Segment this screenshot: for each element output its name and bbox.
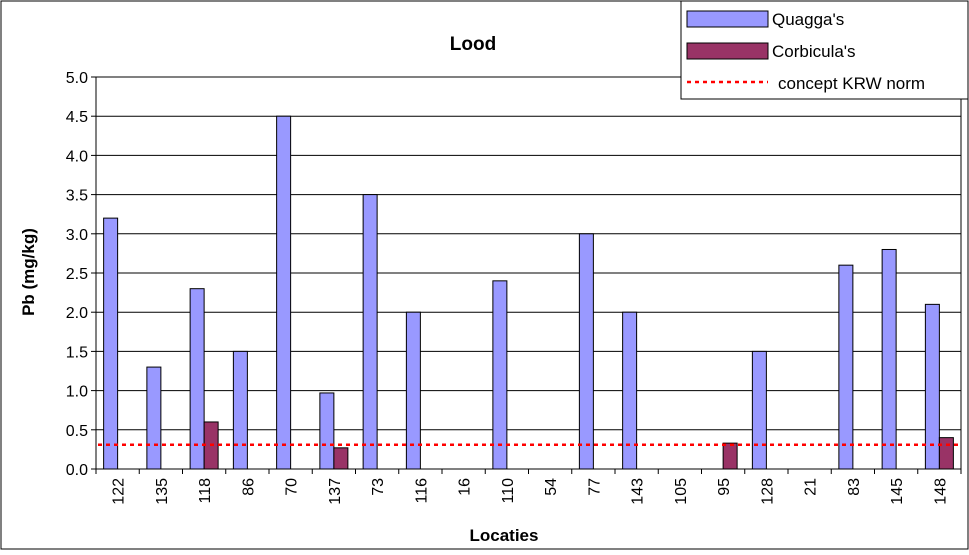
y-tick-label: 3.5: [66, 188, 88, 205]
y-tick-label: 0.0: [66, 462, 88, 479]
bar-corbicula-148: [938, 437, 954, 470]
x-tick-label-105: 105: [673, 478, 690, 505]
x-tick-label-148: 148: [932, 478, 949, 505]
bar-quagga-145: [881, 248, 897, 470]
bar-quagga-86: [232, 350, 248, 470]
y-tick-label: 2.0: [66, 305, 88, 322]
y-tick-label: 0.5: [66, 423, 88, 440]
bar-quagga-135: [146, 366, 162, 470]
bar-quagga-118: [189, 288, 205, 470]
x-tick-label-77: 77: [586, 478, 603, 496]
legend-label-quagga: Quagga's: [772, 10, 844, 29]
legend-swatch-quagga: [686, 10, 769, 28]
bar-quagga-73: [362, 194, 378, 470]
x-tick-label-54: 54: [543, 478, 560, 496]
x-tick-label-137: 137: [327, 478, 344, 505]
bar-quagga-70: [276, 115, 292, 470]
x-tick-label-143: 143: [630, 478, 647, 505]
legend: Quagga's Corbicula's concept KRW norm: [680, 0, 969, 100]
x-axis-label: Locaties: [470, 526, 539, 545]
x-tick-label-21: 21: [803, 478, 820, 496]
y-tick-label: 3.0: [66, 227, 88, 244]
x-tick-label-116: 116: [413, 478, 430, 504]
y-tick-label: 5.0: [66, 70, 88, 87]
bar-quagga-128: [751, 350, 767, 470]
x-tick-label-145: 145: [889, 478, 906, 505]
legend-label-krw-norm: concept KRW norm: [778, 74, 925, 93]
plot-area: 0.0 0.5 1.0 1.5 2.0 2.5 3.0 3.5 4.0 4.5 5.0 122 135 1…: [66, 70, 962, 505]
x-tick-label-118: 118: [197, 478, 214, 504]
x-tick-label-86: 86: [240, 478, 257, 496]
bar-quagga-110: [492, 280, 508, 470]
y-tick-label: 4.5: [66, 109, 88, 126]
x-tick-label-95: 95: [716, 478, 733, 496]
x-tick-label-73: 73: [370, 478, 387, 496]
bar-quagga-83: [838, 264, 854, 470]
chart-title: Lood: [450, 34, 496, 55]
x-tick-label-128: 128: [759, 478, 776, 505]
y-tick-label: 1.0: [66, 384, 88, 401]
x-tick-label-16: 16: [457, 478, 474, 496]
bar-quagga-77: [578, 233, 594, 470]
bar-corbicula-95: [722, 442, 738, 470]
x-tick-label-70: 70: [284, 478, 301, 496]
y-tick-label: 2.5: [66, 266, 88, 283]
legend-label-corbicula: Corbicula's: [772, 42, 856, 61]
x-tick-label-135: 135: [154, 478, 171, 505]
x-tick-label-110: 110: [500, 478, 517, 504]
bar-quagga-122: [103, 217, 119, 470]
x-tick-label-83: 83: [846, 478, 863, 496]
y-tick-label: 4.0: [66, 148, 88, 165]
legend-swatch-corbicula: [686, 42, 769, 60]
x-tick-label-122: 122: [111, 478, 128, 505]
bar-corbicula-137: [333, 447, 349, 470]
y-axis-label: Pb (mg/kg): [19, 228, 38, 316]
y-tick-label: 1.5: [66, 344, 88, 361]
bar-quagga-137: [319, 392, 335, 470]
